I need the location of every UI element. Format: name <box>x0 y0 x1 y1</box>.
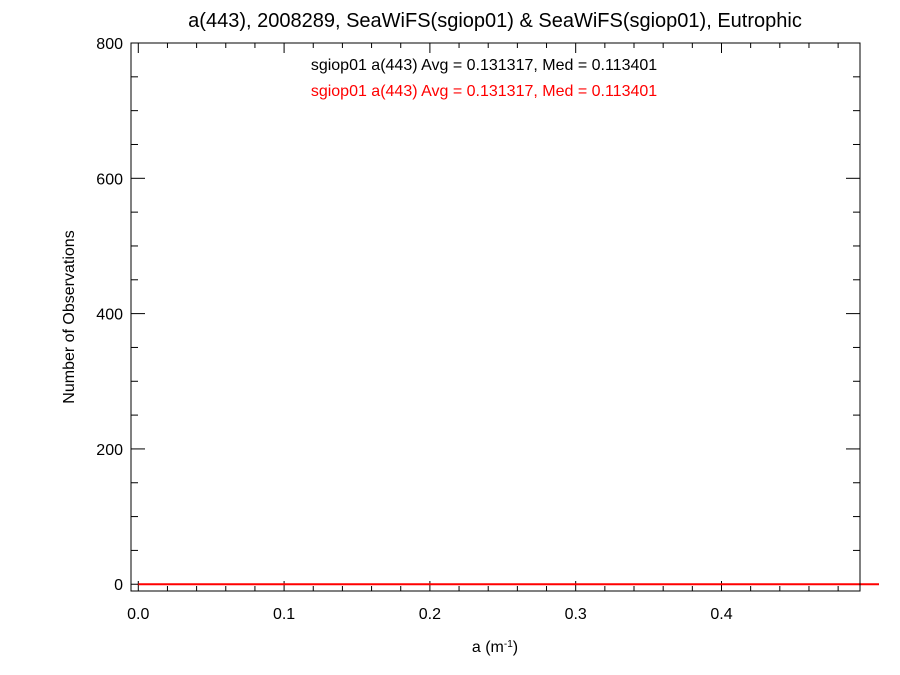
x-tick-label: 0.1 <box>273 606 295 623</box>
x-axis-label-base: a (m <box>472 639 504 656</box>
x-axis-label: a (m-1) <box>472 639 518 657</box>
x-tick-label: 0.2 <box>419 606 441 623</box>
y-tick-label: 200 <box>96 442 123 459</box>
y-axis-ticks: 0 200 400 600 800 <box>96 36 860 594</box>
annotation-black: sgiop01 a(443) Avg = 0.131317, Med = 0.1… <box>311 57 657 74</box>
y-tick-label: 800 <box>96 36 123 53</box>
x-tick-label: 0.3 <box>565 606 587 623</box>
y-tick-label: 600 <box>96 171 123 188</box>
y-axis-label: Number of Observations <box>61 230 78 403</box>
y-tick-label: 400 <box>96 307 123 324</box>
x-axis-label-close: ) <box>513 639 518 656</box>
x-axis-label-superscript: -1 <box>504 639 513 650</box>
x-tick-label: 0.4 <box>710 606 732 623</box>
x-tick-label: 0.0 <box>127 606 149 623</box>
x-axis-ticks: 0.0 0.1 0.2 0.3 0.4 <box>127 43 839 623</box>
annotations: sgiop01 a(443) Avg = 0.131317, Med = 0.1… <box>311 57 657 100</box>
plot-frame <box>130 42 861 592</box>
annotation-red: sgiop01 a(443) Avg = 0.131317, Med = 0.1… <box>311 83 657 100</box>
y-tick-label: 0 <box>114 577 123 594</box>
chart-title: a(443), 2008289, SeaWiFS(sgiop01) & SeaW… <box>188 10 802 32</box>
